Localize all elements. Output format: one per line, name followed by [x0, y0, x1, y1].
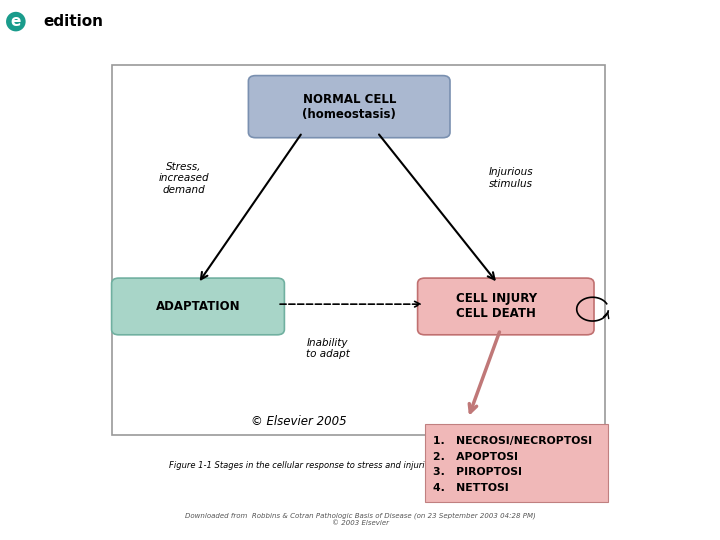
Text: 1.   NECROSI/NECROPTOSI: 1. NECROSI/NECROPTOSI — [433, 436, 593, 447]
Text: Injurious
stimulus: Injurious stimulus — [489, 167, 534, 189]
Text: © Elsevier 2005: © Elsevier 2005 — [251, 415, 346, 428]
Text: 2.   APOPTOSI: 2. APOPTOSI — [433, 452, 518, 462]
Text: 4.   NETTOSI: 4. NETTOSI — [433, 483, 509, 493]
Text: NORMAL CELL
(homeostasis): NORMAL CELL (homeostasis) — [302, 93, 396, 120]
Text: edition: edition — [43, 14, 103, 29]
Text: CELL INJURY
CELL DEATH: CELL INJURY CELL DEATH — [456, 293, 536, 320]
Text: Downloaded from  Robbins & Cotran Pathologic Basis of Disease (on 23 September 2: Downloaded from Robbins & Cotran Patholo… — [184, 512, 536, 526]
Text: Figure 1-1 Stages in the cellular response to stress and injurious stimuli.: Figure 1-1 Stages in the cellular respon… — [169, 461, 473, 470]
FancyBboxPatch shape — [418, 278, 594, 335]
FancyBboxPatch shape — [112, 278, 284, 335]
Text: Inability
to adapt: Inability to adapt — [306, 338, 349, 359]
FancyBboxPatch shape — [248, 76, 450, 138]
Text: ADAPTATION: ADAPTATION — [156, 300, 240, 313]
FancyBboxPatch shape — [112, 65, 605, 435]
Text: e: e — [11, 14, 21, 29]
FancyBboxPatch shape — [425, 424, 608, 502]
Text: 3.   PIROPTOSI: 3. PIROPTOSI — [433, 468, 523, 477]
Text: Stress,
increased
demand: Stress, increased demand — [158, 161, 209, 195]
